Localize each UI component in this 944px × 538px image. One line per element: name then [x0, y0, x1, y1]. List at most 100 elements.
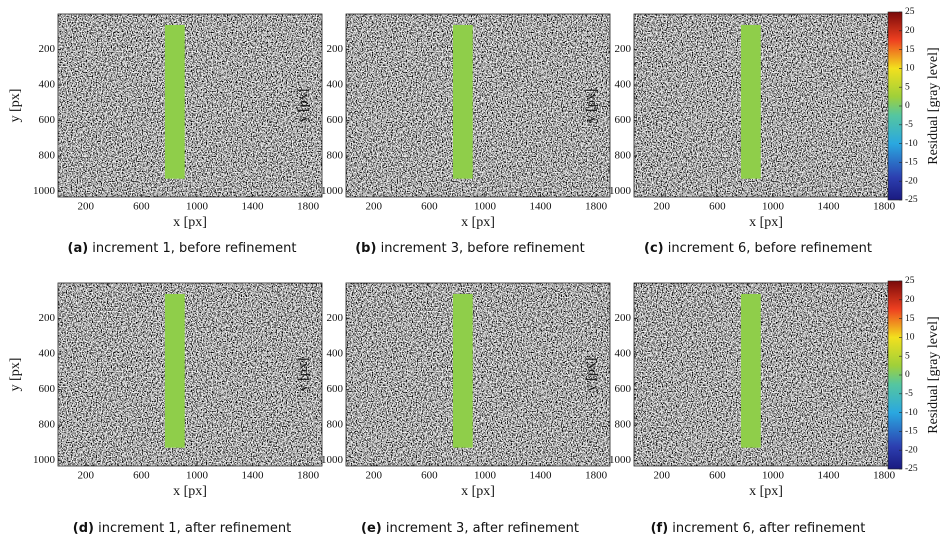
y-tick-label: 800 — [615, 419, 632, 431]
caption-label: (e) — [361, 521, 382, 536]
residual-strip — [452, 24, 473, 179]
x-tick-label: 200 — [366, 470, 383, 482]
colorbar-tick-label: 0 — [905, 101, 910, 111]
x-tick-label: 1400 — [818, 470, 841, 482]
y-tick-label: 200 — [39, 312, 56, 324]
caption-text: increment 3, after refinement — [386, 521, 579, 536]
x-tick-label: 1000 — [186, 470, 209, 482]
y-tick-label: 600 — [39, 383, 56, 395]
colorbar-tick-label: 25 — [905, 276, 915, 286]
y-tick-label: 600 — [327, 383, 344, 395]
y-axis-label: y [px] — [584, 89, 599, 123]
y-tick-label: 600 — [615, 383, 632, 395]
colorbar-label: Residual [gray level] — [926, 316, 941, 433]
x-tick-label: 1800 — [873, 201, 896, 213]
x-tick-label: 200 — [654, 201, 671, 213]
colorbar-label: Residual [gray level] — [926, 47, 941, 164]
y-tick-label: 400 — [327, 348, 344, 360]
y-tick-label: 800 — [327, 150, 344, 162]
y-tick-label: 200 — [615, 43, 632, 55]
colorbar-tick-label: 10 — [905, 64, 915, 74]
y-tick-label: 600 — [615, 114, 632, 126]
y-axis-label: y [px] — [8, 358, 23, 392]
y-tick-label: 200 — [327, 312, 344, 324]
colorbar-tick-label: 15 — [905, 314, 915, 324]
caption-text: increment 6, before refinement — [668, 241, 872, 256]
caption-label: (a) — [68, 241, 89, 256]
x-tick-label: 600 — [709, 201, 726, 213]
x-tick-label: 1800 — [585, 201, 608, 213]
x-tick-label: 600 — [421, 470, 438, 482]
y-tick-label: 1000 — [33, 454, 56, 466]
colorbar-tick-label: 25 — [905, 7, 915, 17]
y-tick-label: 1000 — [609, 454, 632, 466]
caption-label: (b) — [355, 241, 376, 256]
x-tick-label: 1400 — [242, 470, 265, 482]
colorbar-tick-label: -15 — [905, 427, 918, 437]
y-tick-label: 200 — [327, 43, 344, 55]
x-tick-label: 600 — [421, 201, 438, 213]
x-tick-label: 600 — [709, 470, 726, 482]
colorbar-tick-label: -20 — [905, 445, 918, 455]
speckle-image — [58, 14, 322, 197]
colorbar-tick-label: -15 — [905, 158, 918, 168]
caption-text: increment 1, before refinement — [92, 241, 296, 256]
y-axis-label: y [px] — [296, 89, 311, 123]
y-tick-label: 800 — [615, 150, 632, 162]
caption-label: (c) — [644, 241, 664, 256]
y-tick-label: 800 — [327, 419, 344, 431]
y-axis-label: y [px] — [584, 358, 599, 392]
y-axis-label: y [px] — [8, 89, 23, 123]
residual-strip — [452, 293, 473, 448]
residual-strip — [740, 293, 761, 448]
caption: (a) increment 1, before refinement — [68, 241, 297, 256]
y-tick-label: 1000 — [321, 454, 344, 466]
y-tick-label: 600 — [39, 114, 56, 126]
x-tick-label: 1400 — [242, 201, 265, 213]
axes-frame — [345, 282, 611, 467]
x-tick-label: 1000 — [474, 201, 497, 213]
residual-strip — [164, 293, 185, 448]
caption: (e) increment 3, after refinement — [361, 521, 579, 536]
speckle-image — [634, 14, 898, 197]
colorbar-tick-label: -10 — [905, 408, 918, 418]
y-tick-label: 400 — [615, 79, 632, 91]
colorbar-tick-label: -20 — [905, 176, 918, 186]
axes-frame — [345, 13, 611, 198]
caption: (c) increment 6, before refinement — [644, 241, 872, 256]
x-tick-label: 1800 — [297, 470, 320, 482]
y-tick-label: 1000 — [33, 185, 56, 197]
caption-text: increment 6, after refinement — [672, 521, 865, 536]
colorbar-tick-label: 10 — [905, 333, 915, 343]
x-tick-label: 1400 — [818, 201, 841, 213]
x-axis-label: x [px] — [461, 484, 495, 499]
x-tick-label: 1800 — [297, 201, 320, 213]
x-tick-label: 1800 — [585, 470, 608, 482]
x-tick-label: 600 — [133, 201, 150, 213]
y-tick-label: 400 — [615, 348, 632, 360]
colorbar-tick-label: 0 — [905, 370, 910, 380]
y-tick-label: 800 — [39, 419, 56, 431]
x-tick-label: 1000 — [762, 201, 785, 213]
x-tick-label: 200 — [78, 201, 95, 213]
x-axis-label: x [px] — [749, 215, 783, 230]
y-tick-label: 600 — [327, 114, 344, 126]
caption: (f) increment 6, after refinement — [651, 521, 866, 536]
speckle-image — [634, 283, 898, 466]
colorbar-tick-label: -10 — [905, 139, 918, 149]
speckle-image — [346, 283, 610, 466]
x-axis-label: x [px] — [461, 215, 495, 230]
y-tick-label: 1000 — [609, 185, 632, 197]
x-axis-label: x [px] — [173, 215, 207, 230]
y-tick-label: 400 — [327, 79, 344, 91]
colorbar-tick-label: 20 — [905, 26, 915, 36]
x-axis-label: x [px] — [173, 484, 207, 499]
caption-text: increment 1, after refinement — [98, 521, 291, 536]
y-tick-label: 1000 — [321, 185, 344, 197]
colorbar-tick-label: -5 — [905, 120, 913, 130]
x-axis-label: x [px] — [749, 484, 783, 499]
residual-strip — [740, 24, 761, 179]
y-tick-label: 200 — [39, 43, 56, 55]
caption-text: increment 3, before refinement — [381, 241, 585, 256]
y-tick-label: 400 — [39, 79, 56, 91]
